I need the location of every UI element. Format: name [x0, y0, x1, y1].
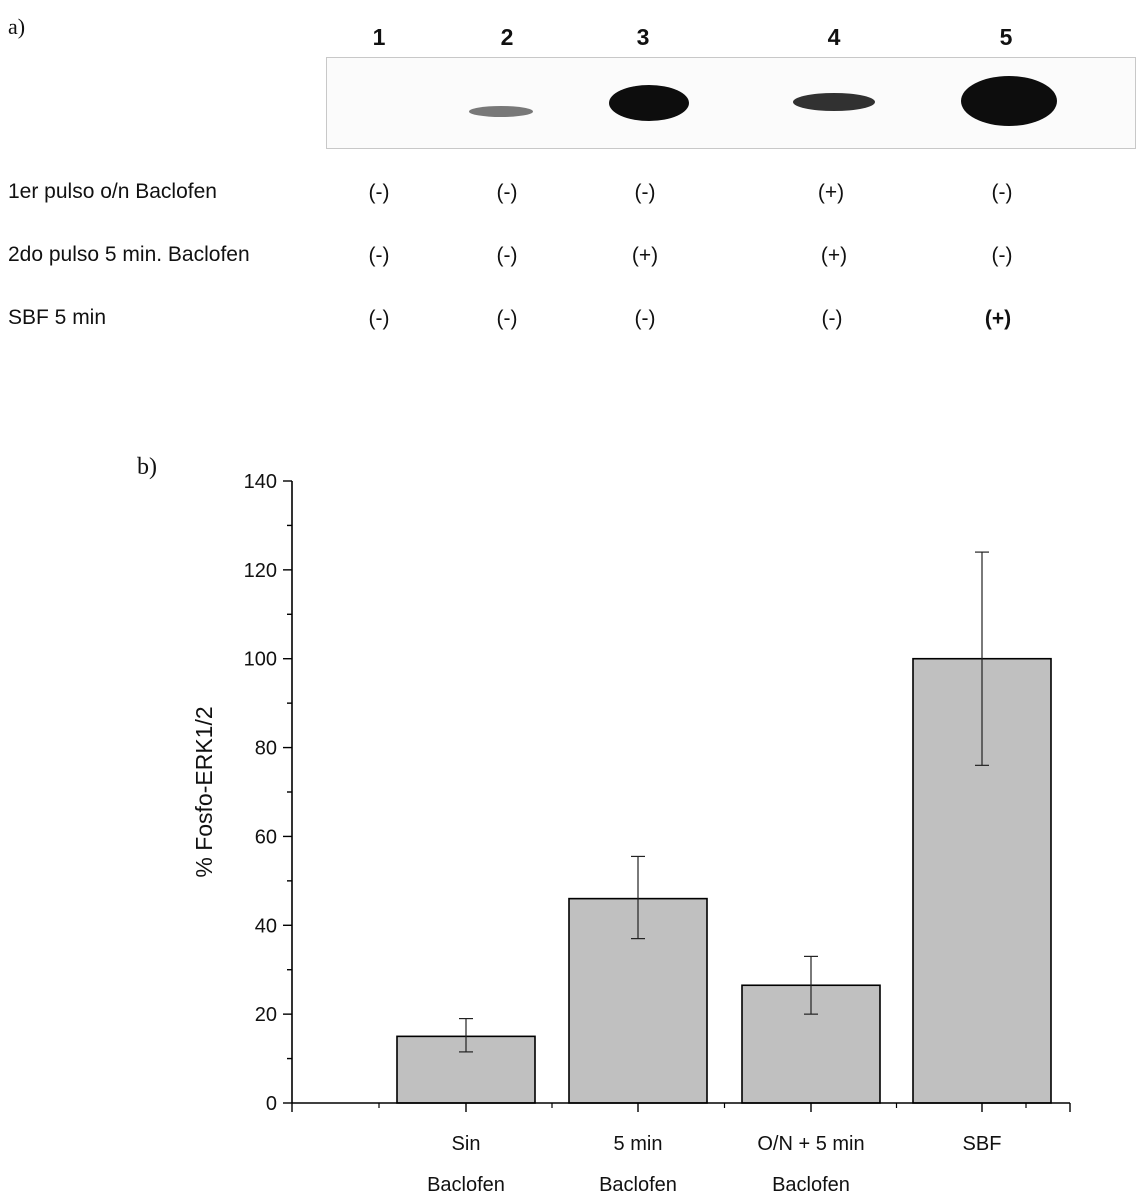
- condition-cell: (-): [368, 181, 390, 204]
- bar: [396, 1035, 536, 1104]
- condition-cell: (-): [634, 307, 656, 330]
- blot-band-lane-2: [469, 106, 533, 117]
- condition-cell: (-): [368, 244, 390, 267]
- condition-cell: (-): [634, 181, 656, 204]
- y-axis-title: % Fosfo-ERK1/2: [191, 706, 217, 877]
- condition-cell: (-): [368, 307, 390, 330]
- y-tick-label: 140: [244, 471, 277, 493]
- y-tick-label: 40: [255, 915, 277, 937]
- condition-label-sbf: SBF 5 min: [8, 306, 107, 329]
- blot-band-lane-5: [961, 76, 1057, 126]
- x-tick-label: Baclofen: [427, 1174, 505, 1193]
- lane-number-2: 2: [500, 24, 514, 50]
- condition-cell: (-): [821, 307, 843, 330]
- lane-number-4: 4: [827, 24, 841, 50]
- condition-cell: (+): [817, 181, 845, 204]
- condition-cell: (+): [984, 307, 1012, 330]
- y-tick-label: 100: [244, 649, 277, 671]
- lane-number-5: 5: [999, 24, 1013, 50]
- condition-cell: (+): [631, 244, 659, 267]
- x-tick-label: Baclofen: [772, 1174, 850, 1193]
- y-tick-label: 80: [255, 738, 277, 760]
- blot-band-lane-4: [793, 93, 875, 111]
- y-tick-label: 20: [255, 1004, 277, 1026]
- condition-cell: (-): [496, 244, 518, 267]
- condition-cell: (-): [991, 181, 1013, 204]
- y-tick-label: 0: [266, 1093, 277, 1115]
- x-tick-label: Baclofen: [599, 1174, 677, 1193]
- panel-a-label: a): [8, 14, 26, 39]
- panel-b-label: b): [137, 454, 157, 480]
- condition-cell: (-): [496, 307, 518, 330]
- condition-cell: (+): [820, 244, 848, 267]
- x-tick-label: 5 min: [614, 1133, 663, 1155]
- condition-cell: (-): [991, 244, 1013, 267]
- blot-band-lane-3: [609, 85, 689, 121]
- y-tick-label: 60: [255, 826, 277, 848]
- western-blot-image: [326, 57, 1136, 149]
- y-tick-label: 120: [244, 560, 277, 582]
- lane-number-3: 3: [636, 24, 650, 50]
- x-tick-label: O/N + 5 min: [757, 1133, 864, 1155]
- x-tick-label: Sin: [452, 1133, 481, 1155]
- bar-chart: 0 20 40 60 80 100 120 140 Sin Baclofen 5 min Baclof…: [191, 471, 1071, 1193]
- condition-cell: (-): [496, 181, 518, 204]
- condition-label-1er-pulso: 1er pulso o/n Baclofen: [8, 180, 217, 203]
- condition-label-2do-pulso: 2do pulso 5 min. Baclofen: [8, 243, 250, 266]
- lane-number-1: 1: [372, 24, 386, 50]
- x-tick-label: SBF: [963, 1133, 1002, 1155]
